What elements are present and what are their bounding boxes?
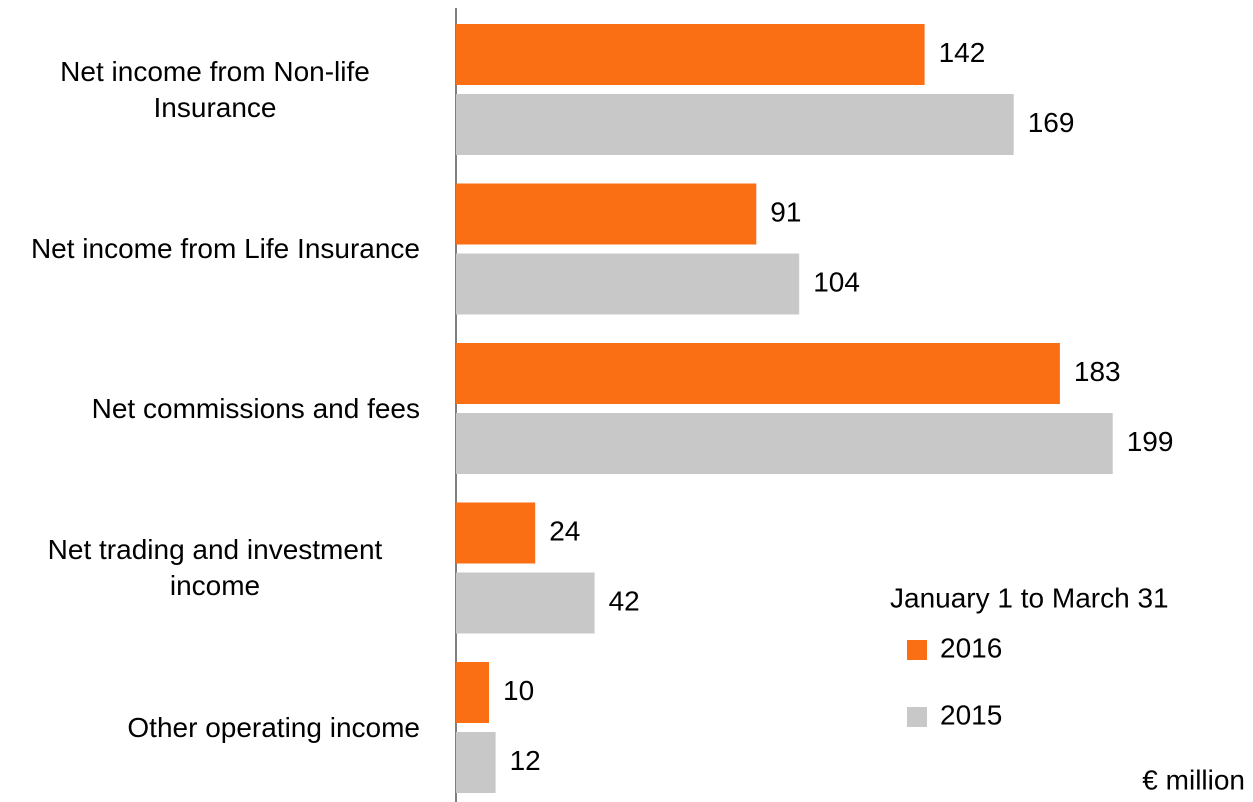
bar xyxy=(456,183,757,245)
bar xyxy=(456,94,1014,155)
bar xyxy=(456,24,925,85)
legend-title: January 1 to March 31 xyxy=(890,582,1169,613)
category-label: Other operating income xyxy=(127,711,420,743)
category-label: Net income from Non-life Insurance xyxy=(60,55,370,123)
legend-swatch xyxy=(907,707,927,727)
bar xyxy=(456,502,536,564)
value-label: 24 xyxy=(549,515,580,546)
category-label: Net income from Life Insurance xyxy=(30,233,420,264)
value-label: 183 xyxy=(1074,356,1121,387)
bar xyxy=(456,732,496,793)
value-label: 42 xyxy=(609,585,640,616)
legend-label: 2016 xyxy=(940,632,1002,663)
value-label: 91 xyxy=(770,196,801,227)
value-label: 10 xyxy=(503,675,534,706)
category-label: Net trading and investment income xyxy=(47,534,383,601)
bar xyxy=(456,253,800,315)
bar xyxy=(456,413,1113,474)
bar xyxy=(456,572,595,634)
bar xyxy=(456,662,489,723)
legend-label: 2015 xyxy=(940,699,1002,730)
value-label: 12 xyxy=(510,745,541,776)
unit-label: € million xyxy=(1142,764,1245,795)
value-label: 169 xyxy=(1028,107,1075,138)
value-label: 142 xyxy=(939,37,986,68)
legend-swatch xyxy=(907,640,927,660)
category-label: Net commissions and fees xyxy=(91,392,420,424)
value-label: 199 xyxy=(1127,426,1174,457)
bar xyxy=(456,343,1060,404)
value-label: 104 xyxy=(813,266,860,297)
